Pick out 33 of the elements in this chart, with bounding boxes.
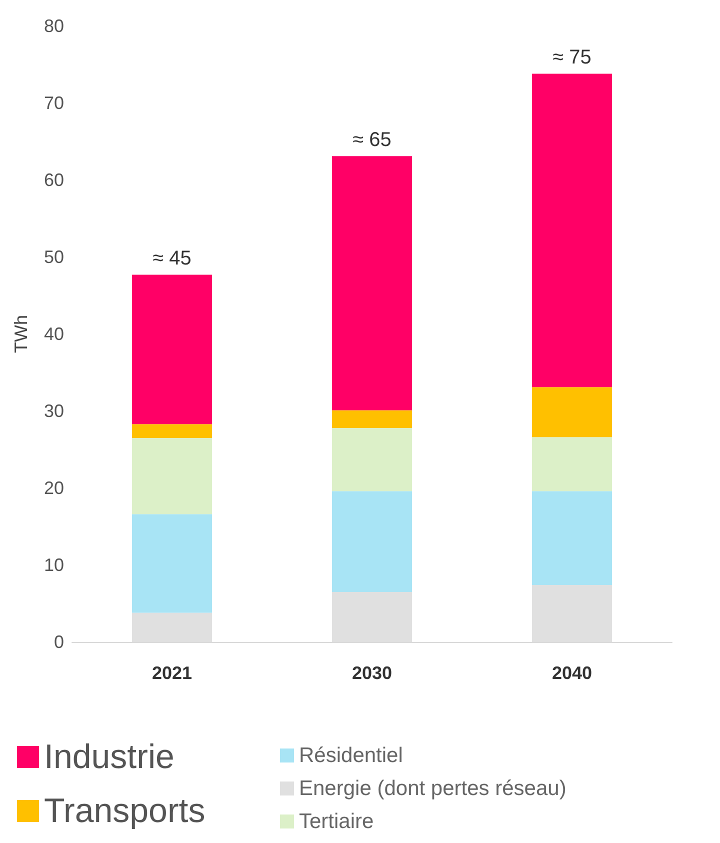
legend-label: Transports xyxy=(44,792,206,830)
legend-label: Résidentiel xyxy=(299,744,403,767)
y-tick-label: 20 xyxy=(44,478,64,498)
annotation: ≈ 65 xyxy=(352,129,392,152)
bar xyxy=(532,437,612,492)
y-axis-title: TWh xyxy=(11,315,31,353)
y-tick-label: 80 xyxy=(44,16,64,36)
bar xyxy=(132,438,212,514)
legend-label: Industrie xyxy=(44,738,174,776)
bar xyxy=(132,424,212,438)
bar xyxy=(532,387,612,438)
y-tick-label: 0 xyxy=(54,632,64,652)
y-tick-label: 70 xyxy=(44,93,64,113)
bar xyxy=(332,491,412,592)
annotation: ≈ 75 xyxy=(552,46,592,69)
x-tick-label: 2021 xyxy=(152,663,192,683)
y-tick-label: 30 xyxy=(44,401,64,421)
bar xyxy=(332,156,412,410)
bar xyxy=(132,514,212,613)
legend-label: Tertiaire xyxy=(299,810,374,833)
bar xyxy=(332,410,412,428)
y-tick-label: 10 xyxy=(44,555,64,575)
legend-label: Energie (dont pertes réseau) xyxy=(299,777,566,800)
bar xyxy=(532,74,612,388)
y-tick-label: 50 xyxy=(44,247,64,267)
y-tick-label: 40 xyxy=(44,324,64,344)
y-tick-label: 60 xyxy=(44,170,64,190)
x-tick-label: 2040 xyxy=(552,663,592,683)
bar xyxy=(132,274,212,424)
annotation: ≈ 45 xyxy=(152,248,192,270)
bar xyxy=(532,491,612,586)
bar xyxy=(332,428,412,492)
x-tick-label: 2030 xyxy=(352,663,392,683)
